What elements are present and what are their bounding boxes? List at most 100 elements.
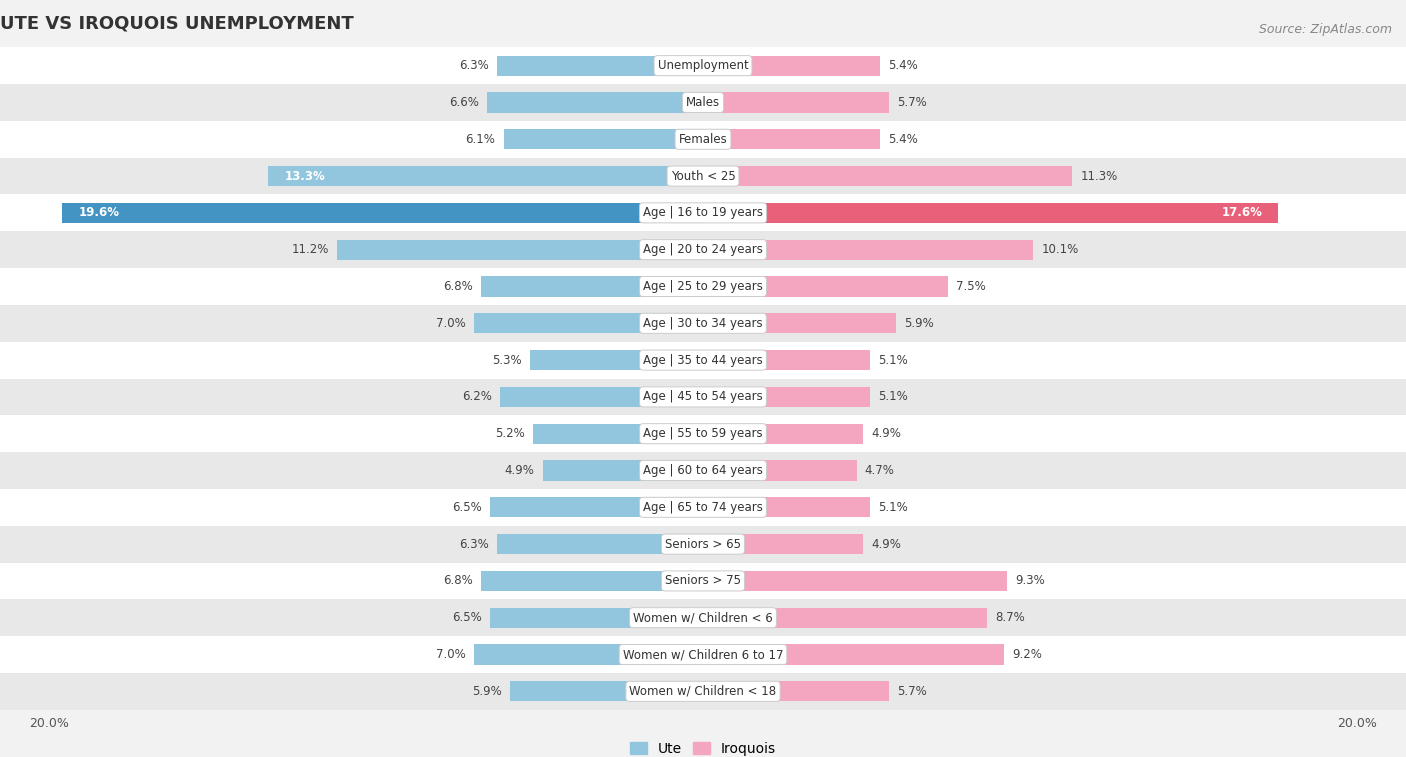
Bar xyxy=(496,534,703,554)
Bar xyxy=(0,416,1406,452)
Bar xyxy=(703,239,1033,260)
Text: 6.6%: 6.6% xyxy=(449,96,479,109)
Text: Males: Males xyxy=(686,96,720,109)
Text: 6.5%: 6.5% xyxy=(453,501,482,514)
Text: Age | 30 to 34 years: Age | 30 to 34 years xyxy=(643,316,763,330)
Text: 5.1%: 5.1% xyxy=(877,354,908,366)
Bar xyxy=(337,239,703,260)
Text: Age | 20 to 24 years: Age | 20 to 24 years xyxy=(643,243,763,256)
Text: 5.9%: 5.9% xyxy=(904,316,934,330)
Text: Seniors > 65: Seniors > 65 xyxy=(665,537,741,550)
Text: 5.4%: 5.4% xyxy=(887,59,918,72)
Bar xyxy=(703,276,948,297)
Text: 5.3%: 5.3% xyxy=(492,354,522,366)
Bar xyxy=(703,608,987,628)
Bar xyxy=(488,92,703,113)
Text: 6.2%: 6.2% xyxy=(463,391,492,403)
Text: 4.9%: 4.9% xyxy=(872,427,901,441)
Text: Females: Females xyxy=(679,132,727,146)
Text: Women w/ Children < 18: Women w/ Children < 18 xyxy=(630,685,776,698)
Bar xyxy=(0,157,1406,195)
Bar xyxy=(0,84,1406,121)
Text: 7.0%: 7.0% xyxy=(436,316,465,330)
Text: Unemployment: Unemployment xyxy=(658,59,748,72)
Text: 6.8%: 6.8% xyxy=(443,575,472,587)
Bar xyxy=(0,378,1406,416)
Bar xyxy=(703,571,1007,591)
Text: Seniors > 75: Seniors > 75 xyxy=(665,575,741,587)
Text: 5.2%: 5.2% xyxy=(495,427,524,441)
Text: UTE VS IROQUOIS UNEMPLOYMENT: UTE VS IROQUOIS UNEMPLOYMENT xyxy=(0,14,354,33)
Text: Age | 65 to 74 years: Age | 65 to 74 years xyxy=(643,501,763,514)
Text: Age | 35 to 44 years: Age | 35 to 44 years xyxy=(643,354,763,366)
Bar xyxy=(62,203,703,223)
Bar xyxy=(481,571,703,591)
Bar xyxy=(703,350,870,370)
Text: 5.7%: 5.7% xyxy=(897,96,928,109)
Text: 11.2%: 11.2% xyxy=(291,243,329,256)
Text: 6.1%: 6.1% xyxy=(465,132,495,146)
Text: 5.7%: 5.7% xyxy=(897,685,928,698)
Text: 5.1%: 5.1% xyxy=(877,391,908,403)
Text: 19.6%: 19.6% xyxy=(79,207,120,220)
Bar xyxy=(703,534,863,554)
Bar xyxy=(481,276,703,297)
Bar xyxy=(0,195,1406,232)
Bar xyxy=(703,166,1073,186)
Bar xyxy=(543,460,703,481)
Text: 11.3%: 11.3% xyxy=(1081,170,1118,182)
Text: 9.3%: 9.3% xyxy=(1015,575,1045,587)
Bar xyxy=(501,387,703,407)
Bar xyxy=(0,452,1406,489)
Bar xyxy=(703,92,890,113)
Bar xyxy=(0,268,1406,305)
Bar xyxy=(0,305,1406,341)
Legend: Ute, Iroquois: Ute, Iroquois xyxy=(624,736,782,757)
Text: 4.9%: 4.9% xyxy=(505,464,534,477)
Text: 5.4%: 5.4% xyxy=(887,132,918,146)
Bar xyxy=(474,644,703,665)
Text: 6.8%: 6.8% xyxy=(443,280,472,293)
Bar xyxy=(0,636,1406,673)
Text: 6.5%: 6.5% xyxy=(453,611,482,625)
Text: Age | 45 to 54 years: Age | 45 to 54 years xyxy=(643,391,763,403)
Text: Age | 60 to 64 years: Age | 60 to 64 years xyxy=(643,464,763,477)
Text: 6.3%: 6.3% xyxy=(460,59,489,72)
Bar xyxy=(703,497,870,518)
Text: 10.1%: 10.1% xyxy=(1042,243,1078,256)
Bar xyxy=(496,55,703,76)
Bar xyxy=(703,387,870,407)
Bar xyxy=(0,525,1406,562)
Text: Age | 16 to 19 years: Age | 16 to 19 years xyxy=(643,207,763,220)
Bar xyxy=(703,424,863,444)
Bar xyxy=(474,313,703,333)
Text: 5.9%: 5.9% xyxy=(472,685,502,698)
Bar xyxy=(0,562,1406,600)
Text: 4.9%: 4.9% xyxy=(872,537,901,550)
Bar xyxy=(0,47,1406,84)
Text: 17.6%: 17.6% xyxy=(1222,207,1263,220)
Bar xyxy=(0,232,1406,268)
Bar xyxy=(0,673,1406,710)
Bar xyxy=(0,341,1406,378)
Text: 9.2%: 9.2% xyxy=(1012,648,1042,661)
Bar xyxy=(703,313,896,333)
Text: Women w/ Children 6 to 17: Women w/ Children 6 to 17 xyxy=(623,648,783,661)
Text: 8.7%: 8.7% xyxy=(995,611,1025,625)
Text: 5.1%: 5.1% xyxy=(877,501,908,514)
Text: Age | 55 to 59 years: Age | 55 to 59 years xyxy=(643,427,763,441)
Bar xyxy=(530,350,703,370)
Bar xyxy=(510,681,703,702)
Bar xyxy=(0,600,1406,636)
Text: 7.0%: 7.0% xyxy=(436,648,465,661)
Bar xyxy=(703,644,1004,665)
Bar xyxy=(533,424,703,444)
Text: Age | 25 to 29 years: Age | 25 to 29 years xyxy=(643,280,763,293)
Bar xyxy=(0,121,1406,157)
Text: 13.3%: 13.3% xyxy=(284,170,325,182)
Text: Source: ZipAtlas.com: Source: ZipAtlas.com xyxy=(1258,23,1392,36)
Text: Women w/ Children < 6: Women w/ Children < 6 xyxy=(633,611,773,625)
Text: 7.5%: 7.5% xyxy=(956,280,986,293)
Text: 6.3%: 6.3% xyxy=(460,537,489,550)
Bar xyxy=(0,489,1406,525)
